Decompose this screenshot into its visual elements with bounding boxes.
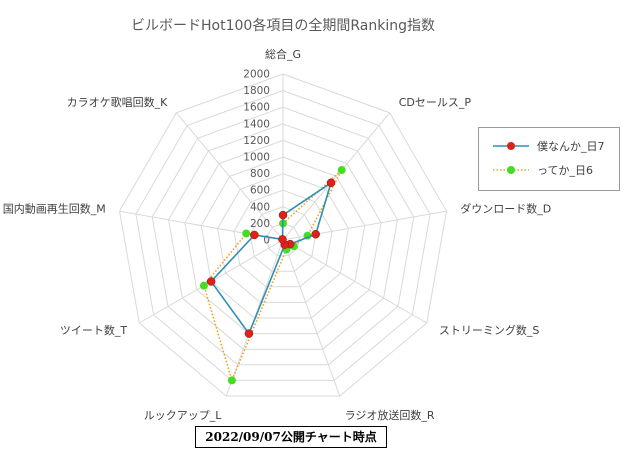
grid-ring-1600 [151,106,415,366]
grid-ring-600 [233,189,333,288]
radial-tick-label: 600 [250,185,270,197]
legend-label-series-2: ってか_日6 [537,164,593,177]
radial-tick-label: 1200 [243,135,270,147]
series-2-point [227,376,236,385]
series-1-point [278,210,288,220]
legend-label-series-1: 僕なんか_日7 [537,140,605,153]
grid-ring-1400 [168,123,398,350]
axis-spoke [282,112,391,241]
radial-tick-label: 1800 [243,85,270,97]
radial-tick-label: 1600 [243,102,270,114]
axis-label: ラジオ放送回数_R [345,408,435,422]
grid-ring-2000 [118,73,448,397]
series-2-point [242,229,251,238]
axis-label: CDセールス_P [399,96,472,109]
radial-tick-label: 400 [250,201,270,213]
axis-labels: 総合_G CDセールス_P ダウンロード数_D ストリーミング数_S ラジオ放送回数_R… [3,47,552,422]
grid-ring-1000 [200,156,366,319]
series-1-point [326,178,336,188]
series-2-point [337,166,346,175]
series-2-point [199,281,208,290]
series-line-1 [210,180,333,336]
legend-item-series-2: ってか_日6 [479,160,619,180]
legend-item-series-1: 僕なんか_日7 [479,136,619,156]
series-1-point [278,235,287,244]
axis-label: ストリーミング数_S [439,323,539,337]
axis-label: ルックアップ_L [144,409,222,422]
grid-ring-1800 [135,90,431,381]
axis-label: 総合_G [265,47,301,61]
grid-ring-400 [249,206,317,272]
radial-tick-labels: 0 200 400 600 800 1000 1200 1400 1600 1800 2000 [243,69,270,247]
legend-swatch-series-1 [493,142,529,150]
series-1-point [244,329,254,338]
radial-tick-label: 1000 [243,152,270,164]
radial-tick-label: 2000 [243,69,270,81]
grid-ring-1200 [184,139,382,335]
series-1-point [311,229,320,239]
axis-label: ダウンロード数_D [460,202,551,216]
chart-title: ビルボードHot100各項目の全期間Ranking指数 [131,17,435,34]
axis-label: ツイート数_T [60,324,127,337]
axis-spoke [282,239,341,397]
series-1-point [250,230,259,240]
series-layer [199,166,346,385]
radial-tick-label: 1400 [243,118,270,130]
series-1-point [206,277,216,286]
radial-tick-label: 800 [250,168,270,180]
radial-tick-label: 200 [250,218,270,230]
legend-swatch-series-2 [493,166,529,174]
axis-label: カラオケ歌唱回数_K [67,95,168,109]
axis-spoke [175,112,284,241]
axis-spoke [282,239,428,324]
caption-box: 2022/09/07公開チャート時点 [195,426,387,448]
legend: 僕なんか_日7 ってか_日6 [478,127,620,191]
axis-label: 国内動画再生回数_M [3,202,106,216]
grid-ring-800 [217,173,349,303]
radial-tick-label: 0 [263,235,270,247]
